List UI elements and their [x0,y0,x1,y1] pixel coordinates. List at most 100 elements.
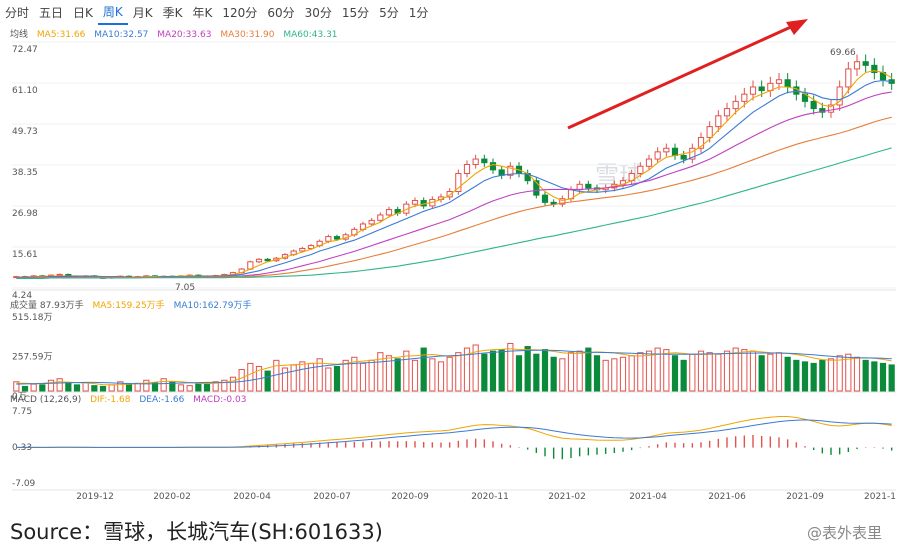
candle-body-74 [654,151,661,160]
candle-body-93 [819,108,826,113]
volume-bar-17 [160,378,167,392]
candle-body-46 [411,200,419,205]
volume-bar-89 [784,356,791,392]
price-ytick-2: 49.73 [12,127,38,137]
volume-bar-4 [47,379,55,392]
candle-body-85 [749,86,757,95]
candle-body-52 [463,163,471,174]
price-ma5-line [16,70,892,278]
macd-ytick-1: 0.33 [12,443,32,453]
volume-bar-8 [82,382,89,392]
trend-arrow-line [567,24,794,130]
tab-3[interactable]: 周K [97,1,128,25]
price-ytick-5: 15.61 [12,250,38,260]
macd-value-label: MACD:-0.03 [193,395,247,405]
volume-bar-99 [871,361,878,392]
candle-body-29 [264,258,271,262]
source-caption: Source：雪球，长城汽车(SH:601633) [10,520,383,544]
volume-bar-70 [619,356,627,392]
ma60-label: MA60:43.31 [283,30,338,40]
candle-body-75 [663,147,670,153]
price-ma10-line [16,79,892,278]
price-ytick-3: 38.35 [12,168,38,178]
candle-body-60 [533,180,540,196]
volume-bar-39 [351,356,358,392]
tab-8[interactable]: 60分 [267,6,295,20]
volume-bar-35 [316,358,323,392]
volume-bar-52 [463,347,471,392]
low-annotation: 7.05 [175,283,195,293]
volume-ytick-1: 257.59万 [12,353,53,363]
candle-body-96 [845,68,852,88]
volume-bar-5 [56,378,63,392]
volume-bar-23 [212,381,219,392]
volume-bar-96 [845,353,852,392]
volume-bar-77 [680,359,687,392]
candle-body-36 [325,236,332,242]
tab-4[interactable]: 月K [132,6,153,20]
volume-bar-20 [186,385,193,392]
candle-body-28 [255,258,263,263]
volume-bar-6 [65,382,72,392]
peak-annotation: 69.66 [830,48,856,58]
x-tick-9: 2021-09 [786,492,824,502]
macd-dea-line [16,419,892,448]
vol-ma5-label: MA5:159.25万手 [92,301,165,311]
volume-bar-59 [524,346,531,392]
tab-11[interactable]: 5分 [379,6,399,20]
volume-ytick-2: 0万 [12,392,27,402]
candle-body-73 [645,158,653,167]
candle-body-41 [368,219,375,225]
volume-bar-10 [99,385,107,392]
tab-12[interactable]: 1分 [408,6,429,20]
volume-bar-37 [333,365,341,392]
volume-bar-86 [758,355,765,392]
volume-bar-83 [732,347,739,392]
volume-bar-26 [238,369,245,392]
candle-body-86 [758,86,765,92]
candle-body-99 [871,64,878,74]
price-ma20-line [16,91,892,279]
volume-bar-53 [472,344,479,392]
volume-bar-74 [654,347,661,392]
volume-bar-44 [394,358,401,392]
candle-body-43 [385,209,393,216]
volume-bar-49 [437,361,445,392]
volume-bar-29 [264,370,271,392]
tab-10[interactable]: 15分 [341,6,370,20]
tab-2[interactable]: 日K [73,6,93,20]
volume-bar-38 [342,359,349,392]
candle-body-5 [56,273,63,276]
candle-body-63 [559,198,566,205]
candle-body-89 [784,79,791,88]
volume-bar-24 [221,379,228,392]
tab-0[interactable]: 分时 [5,6,30,20]
x-tick-6: 2021-02 [548,492,586,502]
volume-bar-36 [325,367,332,392]
tab-6[interactable]: 年K [192,6,213,20]
volume-bar-21 [195,383,202,392]
x-tick-10: 2021-1 [864,492,896,502]
tab-7[interactable]: 120分 [222,6,258,20]
tab-9[interactable]: 30分 [304,6,332,20]
ma5-label: MA5:31.66 [36,30,86,40]
volume-bar-79 [697,350,705,392]
candle-body-84 [741,93,748,102]
ma30-label: MA30:31.90 [220,30,275,40]
volume-ytick-0: 515.18万 [12,313,53,323]
volume-bar-13 [125,383,133,392]
x-tick-5: 2020-11 [471,492,509,502]
volume-bar-67 [593,355,601,392]
stock-chart: 72.47 61.10 49.73 38.35 26.98 15.61 4.24 69.66 7… [12,19,896,502]
tab-1[interactable]: 五日 [39,6,64,20]
volume-bar-42 [377,352,384,392]
tab-5[interactable]: 季K [162,6,183,20]
candle-body-57 [507,165,514,176]
vol-ma10-label: MA10:162.79万手 [173,301,252,311]
volume-ma10-line [16,349,892,385]
author-logo: @表外表里 [806,524,882,542]
volume-bar-46 [411,359,419,392]
candle-body-53 [472,158,479,165]
candle-body-81 [715,115,722,128]
volume-bar-85 [749,350,757,392]
